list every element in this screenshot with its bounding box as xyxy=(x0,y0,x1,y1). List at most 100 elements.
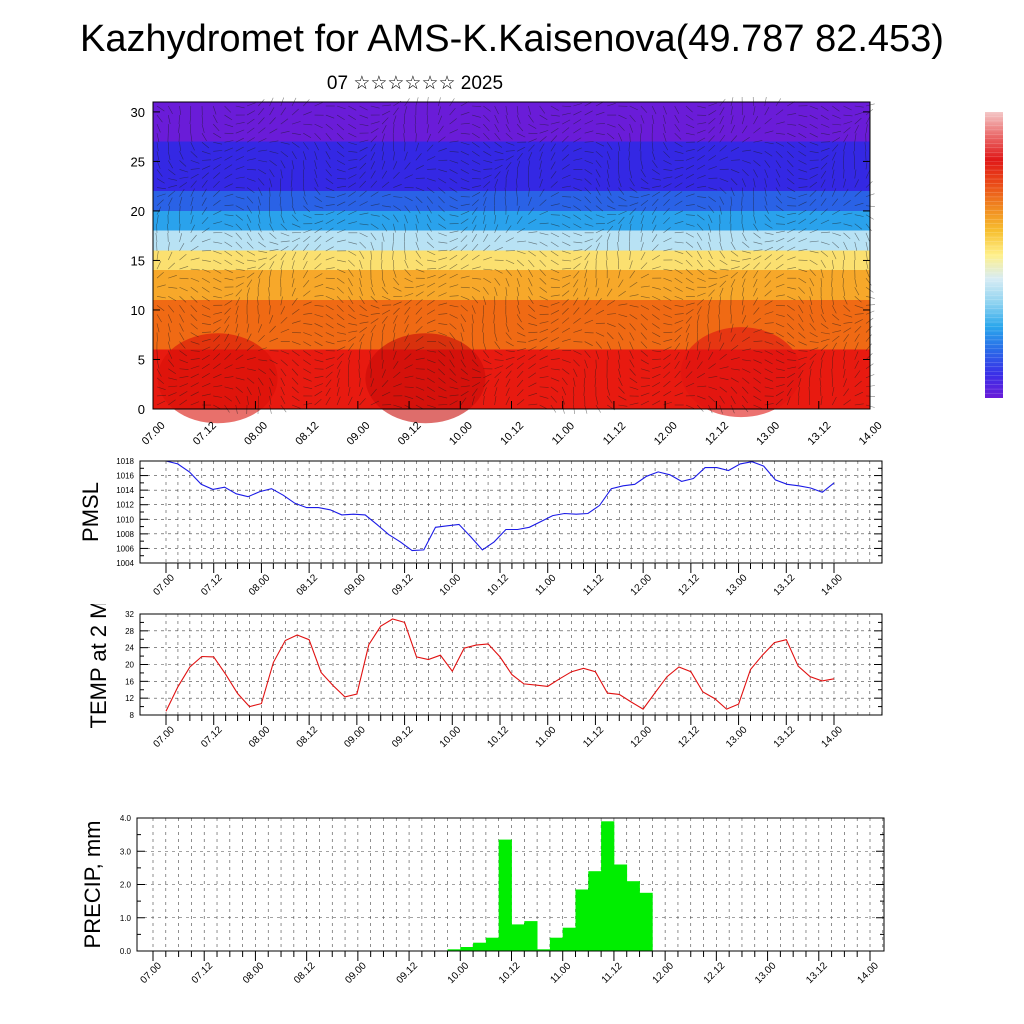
precip-bar xyxy=(575,889,589,951)
x-tick-label: 11.12 xyxy=(601,420,628,447)
chart-title: Kazhydromet for AMS-K.Kaisenova(49.787 8… xyxy=(80,18,944,60)
x-tick-label: 09.12 xyxy=(396,420,424,448)
x-tick-label: 13.00 xyxy=(724,572,750,598)
x-tick-label: 12.00 xyxy=(629,572,655,598)
x-tick-label: 14.00 xyxy=(857,420,885,448)
y-tick-label: 3.0 xyxy=(120,847,132,856)
x-tick-label: 09.00 xyxy=(345,420,373,448)
warm-core-0 xyxy=(157,333,278,424)
x-tick-label: 09.00 xyxy=(342,724,368,750)
colorbar xyxy=(985,112,1003,398)
x-tick-label: 08.12 xyxy=(295,724,321,750)
precip-bar xyxy=(639,892,653,951)
x-tick-label: 12.00 xyxy=(652,420,680,448)
x-tick-label: 10.12 xyxy=(485,724,511,750)
x-tick-label: 13.00 xyxy=(753,960,779,986)
y-tick-label: 16 xyxy=(125,677,134,686)
x-tick-label: 09.12 xyxy=(390,724,416,750)
x-tick-label: 08.00 xyxy=(247,572,273,598)
y-tick-label: 28 xyxy=(125,627,134,636)
x-tick-label: 09.00 xyxy=(343,960,369,986)
temp-ylabel: TEMP at 2 M xyxy=(86,604,111,728)
precip-ylabel: PRECIP, mm xyxy=(80,821,105,949)
x-tick-label: 09.12 xyxy=(395,960,421,986)
x-tick-label: 07.12 xyxy=(199,724,225,750)
precip-bar xyxy=(588,871,602,951)
pmsl-line xyxy=(165,460,835,552)
y-tick-label: 15 xyxy=(131,253,145,268)
y-tick-label: 1004 xyxy=(116,559,134,568)
x-tick-label: 14.00 xyxy=(855,960,881,986)
y-tick-label: 8 xyxy=(130,711,135,720)
precip-bar xyxy=(626,881,640,951)
precip-bar xyxy=(601,821,615,951)
y-tick-label: 2.0 xyxy=(120,881,132,890)
y-tick-label: 32 xyxy=(125,610,134,619)
pmsl-ylabel: PMSL xyxy=(78,482,103,542)
precip-bar xyxy=(447,949,461,951)
x-tick-label: 13.12 xyxy=(804,960,830,986)
x-tick-label: 10.12 xyxy=(498,420,526,448)
x-tick-label: 09.12 xyxy=(390,572,416,598)
y-tick-label: 12 xyxy=(125,694,134,703)
precip-bar xyxy=(524,921,538,951)
y-tick-label: 1010 xyxy=(116,515,134,524)
precip-bar xyxy=(460,947,474,951)
x-tick-label: 11.00 xyxy=(548,960,573,985)
x-tick-label: 08.12 xyxy=(293,420,321,448)
precip-bar xyxy=(498,839,512,951)
x-tick-label: 07.00 xyxy=(138,960,164,986)
precip-bar xyxy=(485,937,500,951)
x-tick-label: 14.00 xyxy=(819,572,845,598)
y-tick-label: 0 xyxy=(138,402,145,417)
y-tick-label: 5 xyxy=(138,352,145,367)
plot-frame xyxy=(139,613,883,716)
x-tick-label: 08.12 xyxy=(292,960,318,986)
y-tick-label: 1006 xyxy=(116,544,134,553)
x-tick-label: 08.00 xyxy=(247,724,273,750)
plot-frame xyxy=(136,817,885,952)
y-tick-label: 1008 xyxy=(116,530,134,539)
x-tick-label: 11.12 xyxy=(581,572,606,597)
y-tick-label: 10 xyxy=(131,303,145,318)
cross-section-chart: 0 5 10 15 20 25 30 07.00 07.12 08.00 08.12 09.00 09.… xyxy=(131,96,885,448)
x-tick-label: 10.00 xyxy=(446,960,472,986)
x-tick-label: 08.00 xyxy=(242,420,270,448)
x-tick-label: 10.00 xyxy=(438,572,464,598)
y-tick-label: 1018 xyxy=(116,457,134,466)
precip-bar xyxy=(562,927,576,951)
x-tick-label: 11.00 xyxy=(533,572,558,597)
x-tick-label: 13.00 xyxy=(754,420,782,448)
y-tick-label: 1012 xyxy=(116,501,134,510)
x-tick-label: 07.00 xyxy=(140,420,168,448)
y-tick-label: 4.0 xyxy=(120,814,132,823)
x-tick-label: 12.12 xyxy=(703,420,731,448)
x-tick-label: 08.12 xyxy=(295,572,321,598)
plot-frame xyxy=(139,460,883,564)
grid xyxy=(140,461,883,563)
y-tick-label: 1014 xyxy=(116,486,134,495)
y-tick-label: 1.0 xyxy=(120,914,132,923)
x-tick-label: 07.00 xyxy=(151,724,177,750)
x-tick-label: 12.00 xyxy=(629,724,655,750)
x-tick-label: 10.00 xyxy=(447,420,475,448)
chart-subtitle: 07 ☆☆☆☆☆☆ 2025 xyxy=(326,73,504,94)
x-tick-label: 11.12 xyxy=(581,724,606,749)
x-tick-label: 11.12 xyxy=(600,960,625,985)
warm-core-1 xyxy=(365,333,486,424)
x-tick-label: 12.00 xyxy=(651,960,677,986)
warm-core-2 xyxy=(680,327,801,418)
x-tick-label: 07.12 xyxy=(199,572,225,598)
y-tick-label: 20 xyxy=(125,661,134,670)
precip-bar xyxy=(549,937,564,951)
x-tick-label: 08.00 xyxy=(241,960,267,986)
precip-bar xyxy=(613,864,628,951)
x-tick-label: 10.12 xyxy=(485,572,511,598)
x-tick-label: 07.12 xyxy=(191,420,219,448)
pmsl-chart: 1004 1006 1008 1010 1012 1014 1016 1018 07.00 07.… xyxy=(78,457,883,598)
x-tick-label: 11.00 xyxy=(533,724,558,749)
y-tick-label: 30 xyxy=(131,105,145,120)
x-tick-label: 12.12 xyxy=(702,960,728,986)
x-tick-label: 10.00 xyxy=(438,724,464,750)
y-tick-label: 20 xyxy=(131,204,145,219)
